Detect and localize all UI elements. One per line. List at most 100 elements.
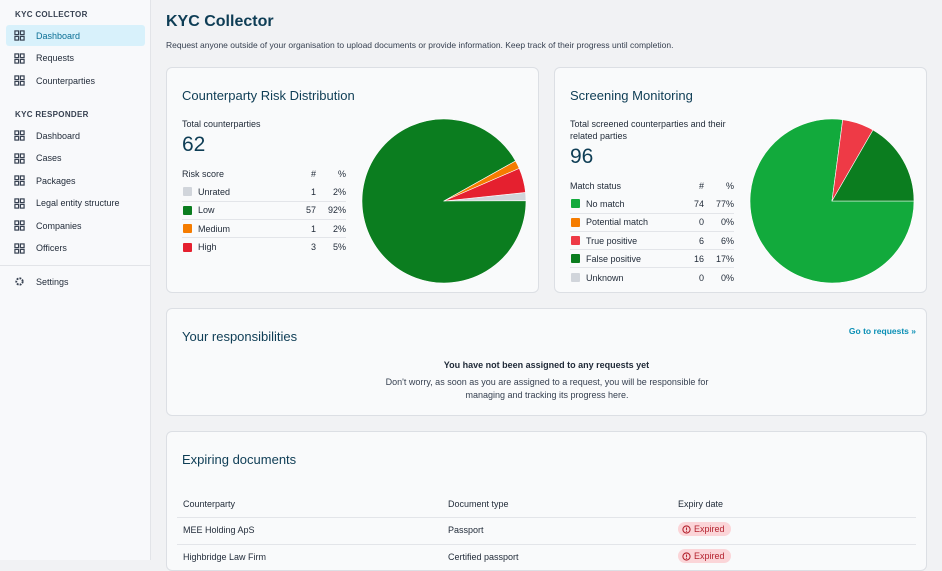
pie	[749, 118, 915, 284]
card-title: Your responsibilities	[182, 329, 298, 344]
swatch	[183, 242, 192, 252]
column-header: Risk score	[182, 169, 225, 180]
status-text: Expired	[694, 551, 725, 561]
column-header: %	[725, 181, 734, 192]
legend-row: No match 74 77%	[570, 195, 734, 214]
swatch	[571, 199, 580, 209]
link[interactable]: Go to requests »	[848, 326, 916, 336]
nav-item[interactable]: Dashboard	[6, 25, 145, 46]
section-heading: KYC COLLECTOR	[15, 10, 88, 19]
column-header: Expiry date	[678, 499, 724, 509]
legend-name: Potential match	[570, 217, 682, 227]
percent: 6%	[720, 235, 734, 246]
category: High	[198, 242, 217, 253]
card-title: Counterparty Risk Distribution	[182, 88, 355, 103]
legend-name: Unrated	[182, 187, 294, 197]
nav-item[interactable]: Counterparties	[6, 70, 145, 91]
percent: 5%	[332, 242, 346, 253]
count: 1	[310, 223, 316, 234]
swatch	[571, 217, 580, 227]
empty-text: Don't worry, as soon as you are assigned…	[385, 377, 709, 400]
category: Medium	[198, 223, 231, 234]
percent: 0%	[720, 272, 734, 283]
category: Potential match	[586, 217, 649, 228]
table-header: Match status #%	[570, 177, 734, 195]
chart-card: Screening Monitoring Total screened count…	[554, 67, 927, 293]
total-label: Total counterparties	[182, 119, 261, 129]
legend-row: Unrated 1 2%	[182, 183, 346, 202]
nav-item[interactable]: Packages	[6, 170, 145, 191]
category: True positive	[586, 235, 638, 246]
column-header: Match status	[570, 181, 622, 192]
column-header: Counterparty	[183, 499, 236, 509]
responsibilities-card: Your responsibilities Go to requests » Y…	[166, 308, 927, 416]
nav-item[interactable]: Dashboard	[6, 125, 145, 146]
legend-row: High 3 5%	[182, 238, 346, 256]
legend-name: Low	[182, 205, 294, 215]
legend-name: Unknown	[570, 273, 682, 283]
divider	[0, 265, 150, 266]
page-title: KYC Collector	[166, 13, 274, 30]
swatch	[183, 205, 192, 215]
column-header: %	[337, 169, 346, 180]
count: 1	[310, 186, 316, 197]
count: 3	[310, 242, 316, 253]
category: No match	[586, 198, 625, 209]
status-text: Expired	[694, 524, 725, 534]
pie	[361, 118, 527, 284]
legend-row: Unknown 0 0%	[570, 268, 734, 286]
pie-slice	[831, 129, 915, 202]
pie-slice	[443, 168, 526, 202]
legend-column: Total counterparties 62 Risk score #% Unrate…	[182, 118, 346, 256]
category: Low	[198, 205, 215, 216]
nav-item[interactable]: Requests	[6, 48, 145, 69]
nav-label: Dashboard	[36, 130, 81, 141]
total-value: 62	[182, 133, 206, 156]
count: 57	[305, 205, 316, 216]
cell: MEE Holding ApS	[183, 525, 255, 535]
cell: Passport	[448, 525, 484, 535]
status-badge: Expired	[678, 549, 731, 563]
nav-item[interactable]: Officers	[6, 238, 145, 259]
swatch	[183, 224, 192, 234]
legend-name: High	[182, 242, 294, 252]
percent: 0%	[720, 217, 734, 228]
count: 0	[698, 217, 704, 228]
row-divider	[177, 517, 916, 518]
category: False positive	[586, 253, 642, 264]
nav-item[interactable]: Cases	[6, 148, 145, 169]
status-badge: Expired	[678, 522, 731, 536]
legend-column: Total screened counterparties and their …	[570, 118, 734, 287]
nav-label: Requests	[36, 53, 75, 63]
nav-label: Dashboard	[36, 30, 81, 41]
category: Unrated	[198, 186, 231, 197]
nav-item[interactable]: Settings	[6, 271, 145, 292]
nav-label: Companies	[36, 220, 82, 231]
nav-label: Cases	[36, 153, 62, 163]
sidebar: KYC COLLECTOR KYC RESPONDER Settings Das…	[0, 0, 151, 560]
percent: 92%	[327, 205, 346, 216]
expiring-card: Expiring documents Counterparty Document …	[166, 431, 927, 571]
legend-row: Potential match 0 0%	[570, 214, 734, 232]
section-heading: KYC RESPONDER	[15, 110, 89, 119]
nav-item[interactable]: Companies	[6, 215, 145, 236]
legend-row: Medium 1 2%	[182, 220, 346, 239]
empty-title: You have not been assigned to any reques…	[443, 360, 650, 370]
card-title: Expiring documents	[182, 452, 297, 467]
chart-card: Counterparty Risk Distribution Total coun…	[166, 67, 539, 293]
swatch	[571, 273, 580, 283]
percent: 17%	[715, 253, 734, 264]
column-header: #	[698, 181, 704, 192]
count: 16	[693, 253, 704, 264]
swatch	[571, 254, 580, 264]
category: Unknown	[586, 272, 624, 283]
cell: Highbridge Law Firm	[183, 552, 267, 562]
column-header: #	[310, 169, 316, 180]
legend-name: Medium	[182, 224, 294, 234]
nav-label: Settings	[36, 276, 69, 287]
page-subtitle: Request anyone outside of your organisat…	[166, 40, 674, 50]
percent: 77%	[715, 198, 734, 209]
nav-item[interactable]: Legal entity structure	[6, 193, 145, 214]
nav-label: Packages	[36, 175, 76, 186]
